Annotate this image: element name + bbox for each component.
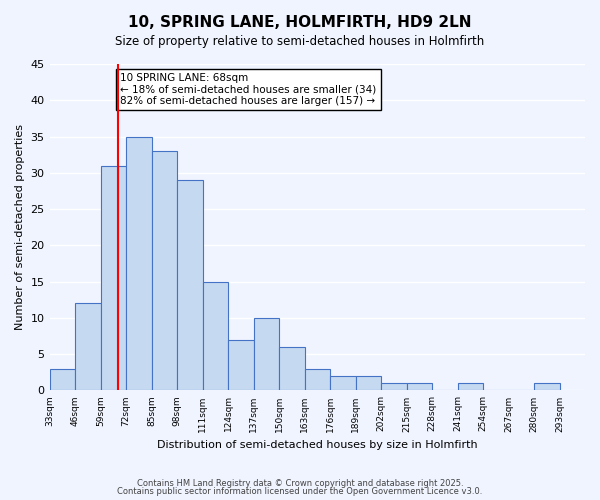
Bar <box>177 180 203 390</box>
Bar <box>356 376 381 390</box>
Text: Contains public sector information licensed under the Open Government Licence v3: Contains public sector information licen… <box>118 487 482 496</box>
Bar <box>152 151 177 390</box>
Bar <box>407 383 432 390</box>
Bar <box>126 136 152 390</box>
Bar <box>50 368 75 390</box>
Bar <box>381 383 407 390</box>
Y-axis label: Number of semi-detached properties: Number of semi-detached properties <box>15 124 25 330</box>
Bar <box>75 304 101 390</box>
Bar <box>203 282 228 391</box>
Bar <box>228 340 254 390</box>
Text: Contains HM Land Registry data © Crown copyright and database right 2025.: Contains HM Land Registry data © Crown c… <box>137 478 463 488</box>
Bar <box>305 368 330 390</box>
Text: 10, SPRING LANE, HOLMFIRTH, HD9 2LN: 10, SPRING LANE, HOLMFIRTH, HD9 2LN <box>128 15 472 30</box>
Bar <box>534 383 560 390</box>
Bar <box>330 376 356 390</box>
Bar <box>279 347 305 391</box>
Bar <box>254 318 279 390</box>
Text: Size of property relative to semi-detached houses in Holmfirth: Size of property relative to semi-detach… <box>115 35 485 48</box>
Text: 10 SPRING LANE: 68sqm
← 18% of semi-detached houses are smaller (34)
82% of semi: 10 SPRING LANE: 68sqm ← 18% of semi-deta… <box>120 72 376 106</box>
Bar <box>458 383 483 390</box>
X-axis label: Distribution of semi-detached houses by size in Holmfirth: Distribution of semi-detached houses by … <box>157 440 478 450</box>
Bar <box>101 166 126 390</box>
